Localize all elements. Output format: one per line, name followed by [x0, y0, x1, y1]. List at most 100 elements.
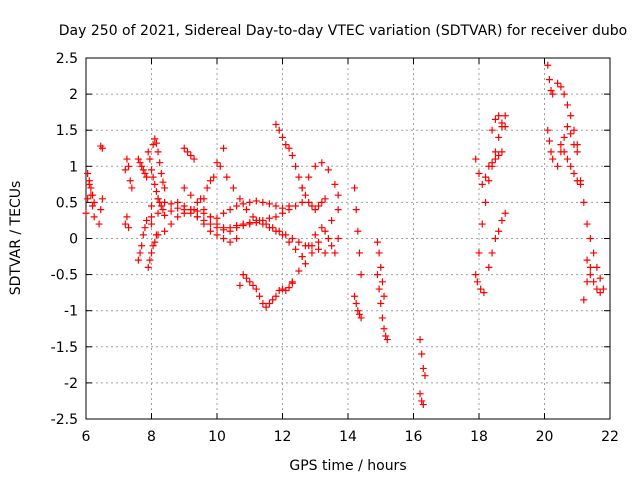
data-point [148, 213, 155, 221]
data-point [236, 281, 244, 289]
data-point [143, 216, 151, 224]
data-point [148, 166, 155, 174]
data-point [382, 332, 390, 340]
data-point [298, 184, 306, 192]
data-point [570, 170, 578, 178]
data-point [295, 267, 303, 275]
data-point [159, 178, 167, 186]
data-point [318, 159, 326, 167]
data-point [573, 148, 581, 156]
data-point [355, 249, 363, 257]
data-point [134, 256, 142, 264]
data-point [373, 238, 381, 246]
data-point [136, 159, 144, 167]
data-point [236, 195, 244, 203]
data-point [488, 159, 496, 167]
data-point [226, 238, 234, 246]
data-point [154, 148, 162, 156]
series-trace-18h-c [473, 278, 488, 297]
data-point [315, 202, 323, 210]
data-point [233, 222, 241, 230]
data-point [180, 144, 188, 152]
data-point [378, 314, 386, 322]
data-point [328, 216, 336, 224]
data-point [580, 198, 588, 206]
data-point [161, 211, 169, 219]
data-point [583, 256, 591, 264]
data-point [593, 285, 601, 293]
y-tick-label: -2.5 [51, 412, 78, 428]
data-point [416, 390, 424, 398]
y-tick-label: -1 [64, 304, 78, 320]
data-point [586, 271, 594, 279]
data-point [544, 61, 552, 69]
data-point [419, 401, 427, 409]
data-point [146, 155, 154, 163]
series-trace-15h-b [373, 238, 388, 300]
data-point [331, 180, 339, 188]
data-point [144, 263, 152, 271]
data-point [279, 133, 286, 141]
data-point [298, 198, 306, 206]
data-point [549, 155, 557, 163]
data-point [152, 139, 160, 147]
data-point [596, 289, 604, 297]
data-point [498, 148, 506, 156]
data-point [473, 278, 481, 286]
series-trace-20h-a [544, 61, 557, 98]
data-point [315, 238, 323, 246]
data-point [301, 260, 309, 268]
data-point [87, 184, 95, 192]
data-point [545, 137, 553, 145]
data-point [149, 242, 157, 250]
data-point [285, 284, 293, 292]
data-point [157, 170, 165, 178]
data-point [252, 285, 260, 293]
data-point [272, 292, 280, 300]
data-point [357, 271, 365, 279]
data-point [121, 166, 129, 174]
data-point [226, 206, 234, 214]
data-point [275, 286, 283, 294]
data-point [149, 141, 157, 149]
data-point [193, 213, 201, 221]
data-point [174, 213, 182, 221]
series-trace-21h [557, 141, 585, 188]
data-point [128, 184, 136, 192]
data-point [495, 227, 503, 235]
data-point [154, 231, 162, 239]
series-trace-21h-b [577, 177, 607, 293]
data-point [583, 278, 591, 286]
data-point [85, 177, 93, 185]
data-point [586, 263, 594, 271]
data-point [265, 214, 273, 222]
data-point [125, 224, 133, 232]
series-trace-a-early [82, 180, 98, 221]
data-point [472, 155, 480, 163]
y-tick-label: 2.5 [56, 51, 78, 67]
data-point [154, 209, 162, 217]
x-tick-label: 14 [339, 429, 357, 445]
points-layer [82, 61, 607, 409]
data-point [354, 227, 362, 235]
data-point [311, 206, 319, 214]
data-point [242, 274, 250, 282]
data-point [498, 216, 506, 224]
series-trace-20h-c [554, 79, 581, 149]
data-point [180, 184, 188, 192]
x-axis-title: GPS time / hours [289, 458, 406, 474]
data-point [380, 325, 388, 333]
data-point [90, 213, 98, 221]
series-trace-16h-low [416, 390, 427, 409]
data-point [308, 249, 316, 257]
data-point [482, 198, 490, 206]
data-point [567, 130, 575, 138]
series-trace-up-12h [288, 206, 342, 286]
data-point [475, 170, 483, 178]
data-point [134, 155, 142, 163]
data-point [174, 204, 182, 212]
data-point [560, 133, 568, 141]
data-point [249, 281, 257, 289]
series-trace-f-7h [121, 213, 133, 232]
data-point [305, 173, 313, 181]
